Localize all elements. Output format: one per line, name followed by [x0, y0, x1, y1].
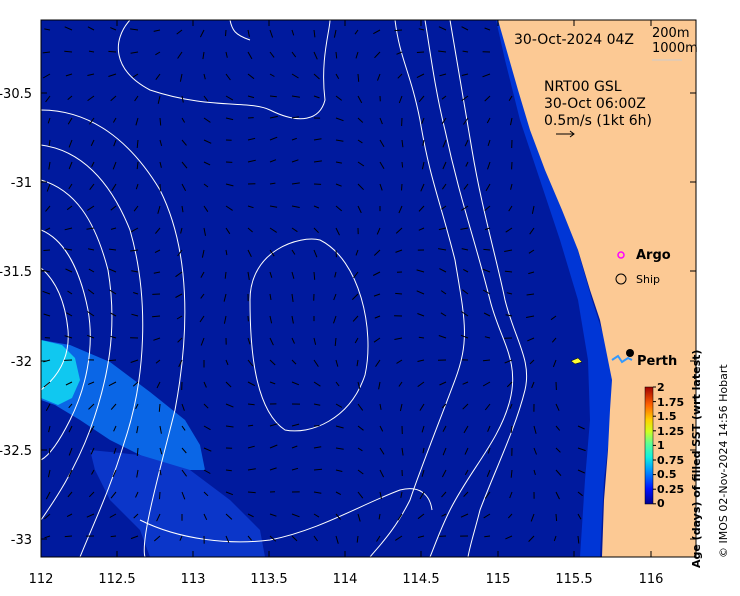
depth-legend-1000m: 1000m	[652, 41, 698, 56]
model-label-line1: NRT00 GSL	[544, 79, 622, 95]
cb-tick-label: 1.75	[657, 396, 684, 409]
perth-label: Perth	[637, 354, 677, 369]
current-vector	[395, 30, 403, 31]
current-vector	[419, 337, 424, 338]
svg-text:115: 115	[486, 572, 511, 587]
current-vector	[336, 52, 337, 58]
colorbar-title: Age (days) of filled SST (wrt latest)	[690, 350, 703, 568]
current-vector	[49, 448, 50, 454]
current-vector	[402, 162, 403, 168]
current-vector	[108, 51, 116, 52]
current-vector	[137, 448, 138, 456]
current-vector	[226, 30, 227, 36]
svg-text:-31: -31	[11, 176, 32, 191]
current-vector	[160, 118, 161, 126]
model-label-line2: 30-Oct 06:00Z	[544, 96, 646, 112]
current-vector	[226, 470, 232, 471]
svg-text:113.5: 113.5	[250, 572, 287, 587]
cb-tick-label: 1.25	[657, 425, 684, 438]
svg-text:-32.5: -32.5	[0, 444, 32, 459]
svg-text:114: 114	[333, 572, 358, 587]
current-vector	[160, 492, 161, 499]
svg-text:116: 116	[639, 572, 664, 587]
current-vector	[556, 514, 557, 521]
cb-tick-label: 2	[657, 381, 665, 394]
date-label: 30-Oct-2024 04Z	[514, 32, 634, 48]
cb-tick-label: 1	[657, 439, 665, 452]
current-vector	[402, 184, 403, 190]
svg-text:-32: -32	[11, 355, 32, 370]
current-vector	[65, 536, 72, 537]
cb-tick-label: 0	[657, 497, 665, 510]
current-vector	[111, 536, 116, 537]
argo-label: Argo	[636, 248, 671, 263]
current-vector	[483, 249, 490, 250]
model-label-line3: 0.5m/s (1kt 6h)	[544, 113, 652, 129]
perth-marker-icon	[626, 349, 634, 357]
svg-text:114.5: 114.5	[402, 572, 439, 587]
svg-text:113: 113	[181, 572, 206, 587]
credit-label: © IMOS 02-Nov-2024 14:56 Hobart	[717, 364, 730, 558]
svg-text:-31.5: -31.5	[0, 265, 32, 280]
current-vector	[417, 52, 424, 53]
current-vector	[43, 250, 50, 251]
cb-tick-label: 0.75	[657, 454, 684, 467]
depth-legend-200m: 200m	[652, 26, 689, 41]
svg-text:-33: -33	[11, 533, 32, 548]
cb-tick-label: 0.5	[657, 468, 677, 481]
svg-text:112.5: 112.5	[98, 572, 135, 587]
current-vector	[395, 293, 402, 294]
current-vector	[358, 74, 359, 82]
colorbar-gradient	[645, 387, 653, 504]
current-vector	[314, 272, 315, 280]
ship-label: Ship	[636, 273, 660, 286]
svg-text:115.5: 115.5	[555, 572, 592, 587]
svg-text:-30.5: -30.5	[0, 87, 32, 102]
cb-tick-label: 0.25	[657, 483, 684, 496]
current-vector	[314, 469, 322, 470]
svg-text:112: 112	[29, 572, 54, 587]
cb-tick-label: 1.5	[657, 410, 677, 423]
current-vector	[159, 404, 160, 412]
current-vector	[248, 492, 256, 493]
current-vector	[109, 360, 116, 361]
